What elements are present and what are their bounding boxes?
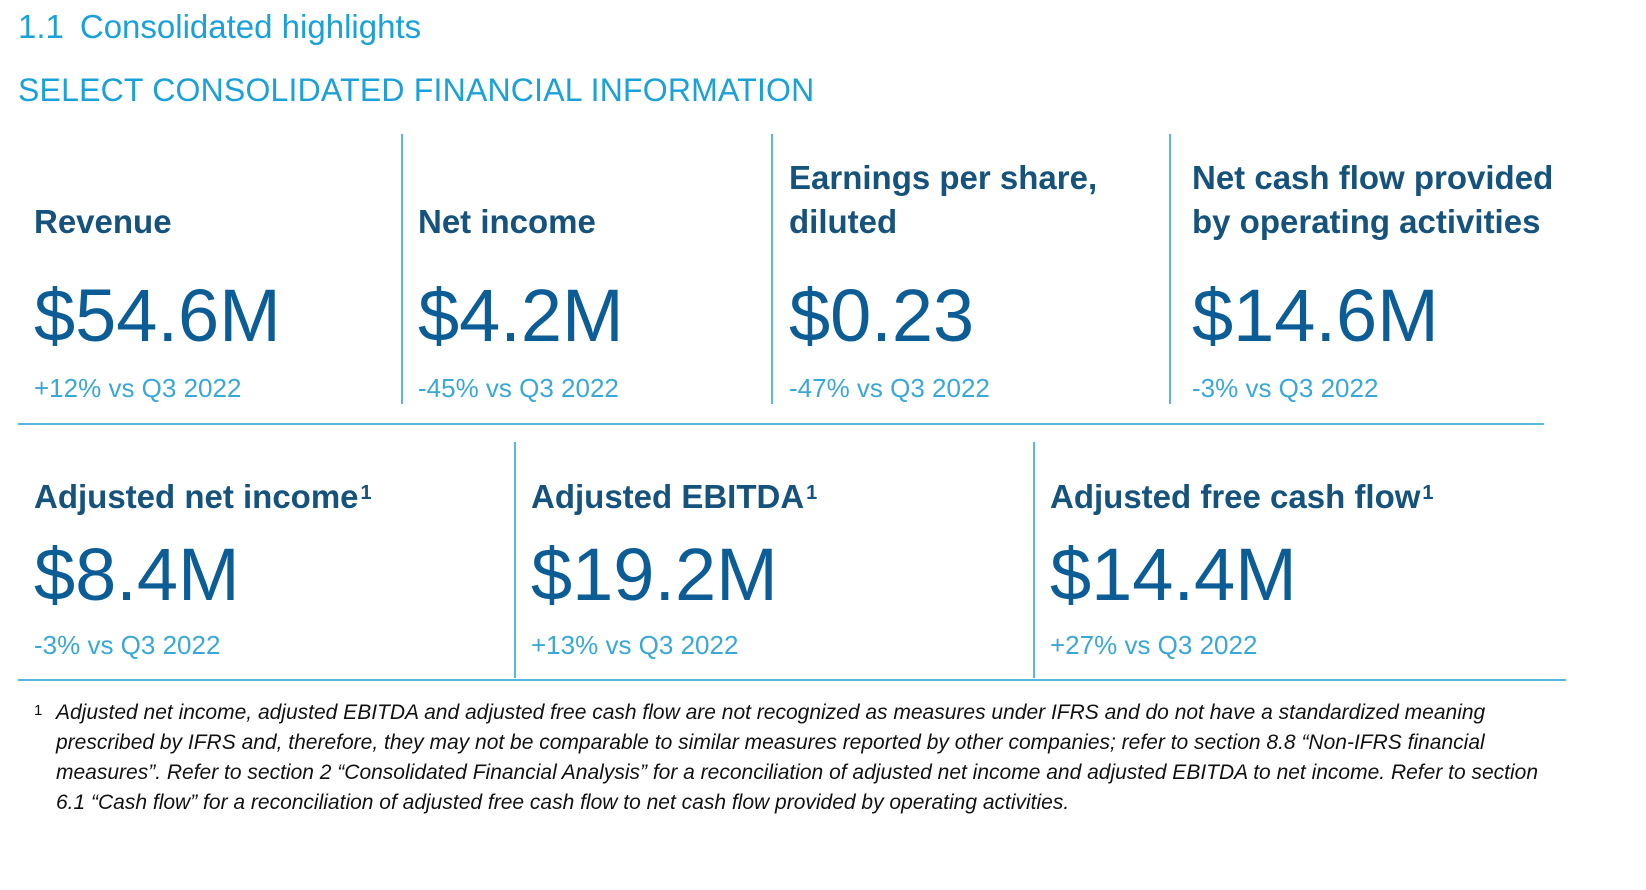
metric-change: -3% vs Q3 2022 xyxy=(34,630,221,660)
footnote-mark: 1 xyxy=(34,702,43,719)
metric-label-line2: diluted xyxy=(789,203,898,240)
footnote-ref: 1 xyxy=(806,482,818,504)
metric-label-text: Adjusted free cash flow xyxy=(1050,478,1421,515)
metric-label: Adjusted free cash flow 1 xyxy=(1050,475,1434,519)
metric-label-text: Adjusted net income xyxy=(34,478,359,515)
metric-label: Net cash flow provided xyxy=(1192,159,1554,196)
metric-change: -45% vs Q3 2022 xyxy=(418,373,619,403)
metric-value: $4.2M xyxy=(418,274,624,357)
section-heading: 1.1 Consolidated highlights xyxy=(18,8,421,46)
divider-vertical xyxy=(1033,442,1035,678)
subheading: SELECT CONSOLIDATED FINANCIAL INFORMATIO… xyxy=(18,72,815,108)
metric-label: Adjusted net income 1 xyxy=(34,475,372,519)
divider-vertical xyxy=(771,134,773,404)
metric-value: $14.4M xyxy=(1050,533,1297,616)
footnote-ref: 1 xyxy=(360,482,372,504)
metric-change: -3% vs Q3 2022 xyxy=(1192,373,1379,403)
section-title: Consolidated highlights xyxy=(79,8,422,45)
metric-change: +27% vs Q3 2022 xyxy=(1050,630,1258,660)
metric-change: +13% vs Q3 2022 xyxy=(531,630,739,660)
metric-change: -47% vs Q3 2022 xyxy=(789,373,990,403)
footnote-text: Adjusted net income, adjusted EBITDA and… xyxy=(56,701,1539,814)
divider-horizontal xyxy=(18,679,1566,681)
divider-vertical xyxy=(401,134,403,404)
metric-value: $0.23 xyxy=(789,274,975,357)
metric-label-text: Adjusted EBITDA xyxy=(531,478,805,515)
metric-label: Adjusted EBITDA 1 xyxy=(531,475,817,519)
divider-vertical xyxy=(1169,134,1171,404)
divider-horizontal xyxy=(18,423,1544,425)
metric-label: Net income xyxy=(418,203,596,240)
metric-label-line2: by operating activities xyxy=(1192,203,1541,240)
section-number: 1.1 xyxy=(18,8,64,45)
metric-label: Revenue xyxy=(34,203,172,240)
metric-value: $8.4M xyxy=(34,533,240,616)
metric-value: $19.2M xyxy=(531,533,778,616)
metric-change: +12% vs Q3 2022 xyxy=(34,373,242,403)
metric-value: $54.6M xyxy=(34,274,281,357)
footnote-ref: 1 xyxy=(1422,482,1434,504)
divider-vertical xyxy=(514,442,516,678)
metric-value: $14.6M xyxy=(1192,274,1439,357)
metric-label: Earnings per share, xyxy=(789,159,1098,196)
